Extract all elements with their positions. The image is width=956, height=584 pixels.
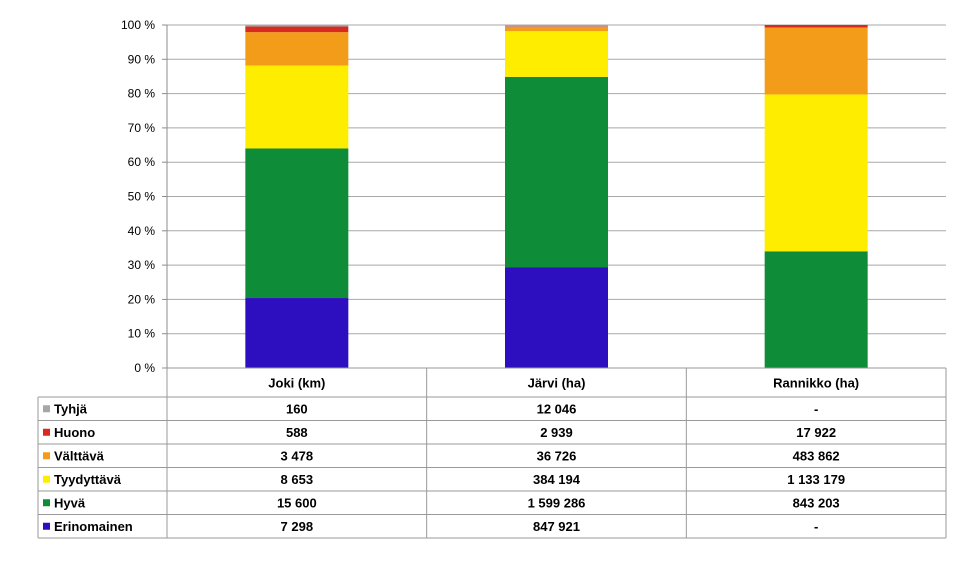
legend-label: Tyhjä: [54, 401, 88, 416]
table-cell-value: 588: [286, 425, 308, 440]
legend-swatch: [43, 523, 50, 530]
table-cell-value: -: [814, 401, 818, 416]
x-category-label: Joki (km): [268, 376, 325, 391]
bar-segment: [245, 298, 348, 368]
bar-segment: [765, 27, 868, 94]
y-tick-label: 30 %: [128, 258, 156, 272]
legend-label: Tyydyttävä: [54, 472, 122, 487]
bar-segment: [245, 148, 348, 298]
bar-segment: [245, 27, 348, 33]
bar-segment: [245, 25, 348, 27]
bar-segment: [765, 251, 868, 368]
table-cell-value: 15 600: [277, 495, 317, 510]
legend-swatch: [43, 476, 50, 483]
x-category-label: Rannikko (ha): [773, 376, 859, 391]
table-cell-value: 160: [286, 401, 308, 416]
table-cell-value: -: [814, 519, 818, 534]
y-tick-label: 20 %: [128, 292, 156, 306]
table-cell-value: 7 298: [281, 519, 314, 534]
legend-label: Erinomainen: [54, 519, 133, 534]
bar-segment: [505, 27, 608, 31]
legend-swatch: [43, 452, 50, 459]
table-cell-value: 1 599 286: [528, 495, 586, 510]
legend-swatch: [43, 429, 50, 436]
x-category-label: Järvi (ha): [528, 376, 586, 391]
y-tick-label: 10 %: [128, 327, 156, 341]
y-tick-label: 80 %: [128, 87, 156, 101]
legend-label: Huono: [54, 425, 95, 440]
y-tick-label: 40 %: [128, 224, 156, 238]
table-cell-value: 384 194: [533, 472, 581, 487]
table-cell-value: 12 046: [537, 401, 577, 416]
y-tick-label: 70 %: [128, 121, 156, 135]
bar-segment: [245, 66, 348, 149]
table-cell-value: 3 478: [281, 448, 314, 463]
y-tick-label: 90 %: [128, 52, 156, 66]
legend-swatch: [43, 405, 50, 412]
table-cell-value: 847 921: [533, 519, 580, 534]
bar-segment: [765, 25, 868, 27]
y-tick-label: 0 %: [134, 361, 155, 375]
table-cell-value: 17 922: [796, 425, 836, 440]
bar-segment: [505, 77, 608, 267]
table-cell-value: 2 939: [540, 425, 573, 440]
y-tick-label: 100 %: [121, 18, 155, 32]
bar-segment: [765, 94, 868, 251]
table-cell-value: 8 653: [281, 472, 314, 487]
legend-swatch: [43, 499, 50, 506]
table-cell-value: 1 133 179: [787, 472, 845, 487]
table-cell-value: 483 862: [793, 448, 840, 463]
bar-segment: [505, 267, 608, 368]
bar-segment: [505, 31, 608, 77]
bar-segment: [245, 32, 348, 65]
bar-segment: [505, 25, 608, 26]
y-tick-label: 50 %: [128, 190, 156, 204]
legend-label: Välttävä: [54, 448, 105, 463]
y-tick-label: 60 %: [128, 155, 156, 169]
table-cell-value: 843 203: [793, 495, 840, 510]
table-cell-value: 36 726: [537, 448, 577, 463]
legend-label: Hyvä: [54, 495, 86, 510]
